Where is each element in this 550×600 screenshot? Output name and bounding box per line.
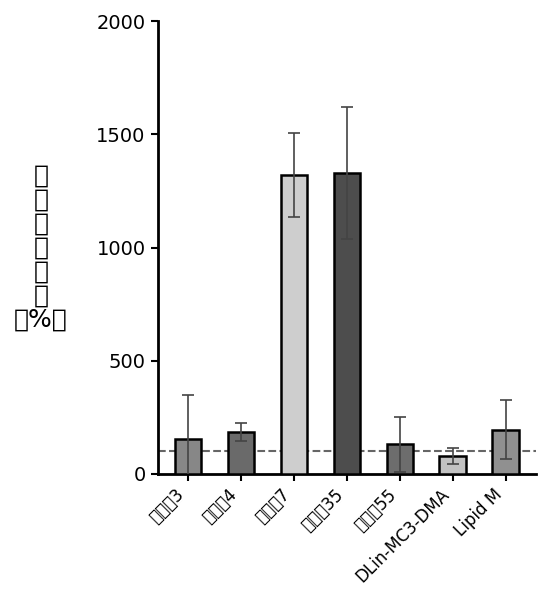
Bar	[175, 439, 201, 474]
Bar	[492, 430, 519, 474]
Bar	[228, 432, 254, 474]
Bar	[280, 175, 307, 474]
Y-axis label: 相
对
荧
光
强
度
（%）: 相 对 荧 光 强 度 （%）	[14, 164, 68, 332]
Bar	[387, 445, 413, 474]
Bar	[439, 456, 466, 474]
Bar	[333, 173, 360, 474]
